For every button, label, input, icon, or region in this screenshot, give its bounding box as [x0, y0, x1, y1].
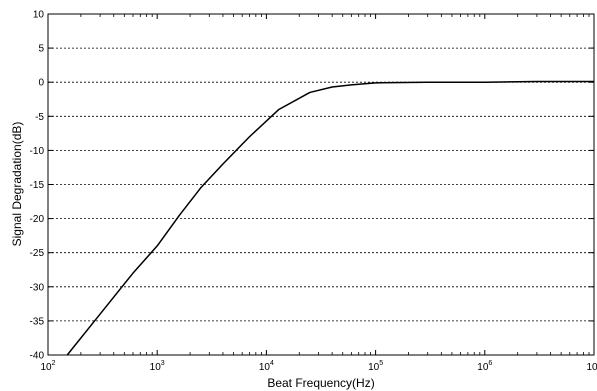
x-tick-base: 10: [259, 362, 271, 373]
grid-lines: [48, 47, 594, 322]
y-tick-label: -15: [30, 180, 45, 191]
x-tick-exponent: 2: [52, 360, 56, 367]
x-tick-exponent: 5: [379, 360, 383, 367]
y-tick-label: -25: [30, 248, 45, 259]
x-tick-base: 10: [368, 362, 380, 373]
x-tick-label: 105: [368, 360, 383, 373]
plot-frame: [47, 13, 595, 356]
y-tick-label: -10: [30, 146, 45, 157]
x-tick-exponent: 4: [270, 360, 274, 367]
x-tick-base: 10: [40, 362, 52, 373]
x-tick-base: 10: [150, 362, 162, 373]
y-tick-label: 10: [33, 10, 45, 21]
x-tick-base: 10: [586, 362, 597, 373]
x-tick-label: 107: [586, 360, 597, 373]
y-tick-label: -40: [30, 351, 45, 362]
y-tick-label: -30: [30, 282, 45, 293]
y-tick-label: -5: [35, 112, 44, 123]
x-tick-label: 104: [259, 360, 274, 373]
y-tick-label: -20: [30, 214, 45, 225]
x-tick-label: 102: [40, 360, 55, 373]
x-tick-exponent: 6: [488, 360, 492, 367]
x-tick-label: 103: [150, 360, 165, 373]
x-axis-label: Beat Frequency(Hz): [267, 376, 374, 390]
x-tick-label: 106: [477, 360, 492, 373]
x-tick-exponent: 3: [161, 360, 165, 367]
y-tick-label: 5: [38, 44, 44, 55]
x-tick-base: 10: [477, 362, 489, 373]
y-axis-label: Signal Degradation(dB): [10, 122, 24, 247]
series-line: [66, 80, 594, 356]
y-tick-label: 0: [38, 78, 44, 89]
series-group: [66, 80, 594, 356]
y-tick-label: -35: [30, 316, 45, 327]
